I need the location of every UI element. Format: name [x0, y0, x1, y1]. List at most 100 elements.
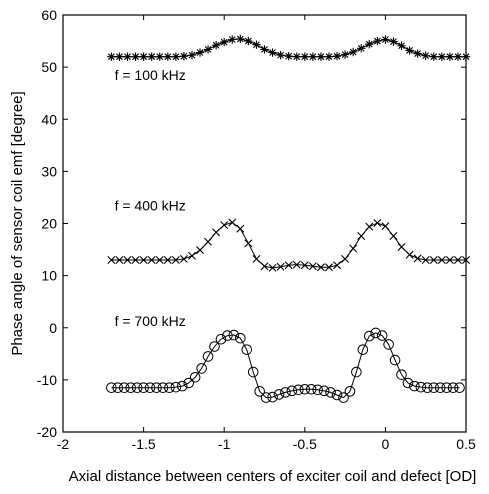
data-point-x	[196, 246, 205, 255]
data-point-circle	[396, 369, 407, 380]
y-tick-label: 0	[49, 320, 57, 336]
frequency-label: f = 400 kHz	[115, 197, 186, 213]
data-point-x	[341, 254, 350, 263]
series-x	[107, 218, 470, 272]
data-point-circle	[118, 382, 130, 393]
data-point-asterisk	[316, 52, 326, 61]
data-point-asterisk	[115, 52, 124, 61]
frequency-label: f = 100 kHz	[115, 67, 186, 83]
data-point-x	[453, 255, 462, 264]
data-point-asterisk	[276, 50, 285, 60]
data-point-asterisk	[405, 46, 414, 55]
data-point-x	[260, 262, 269, 271]
series-layer	[106, 34, 471, 403]
data-point-circle	[209, 341, 220, 352]
data-point-circle	[312, 384, 323, 396]
data-point-asterisk	[437, 52, 447, 61]
data-point-circle	[344, 386, 356, 397]
y-tick-label: -20	[37, 424, 57, 440]
x-tick-label: -1.5	[132, 436, 156, 452]
data-point-asterisk	[421, 51, 430, 60]
data-point-circle	[363, 330, 375, 342]
data-point-x	[139, 255, 148, 264]
y-axis-label: Phase angle of sensor coil emf [degree]	[9, 91, 26, 355]
data-point-circle	[370, 327, 382, 339]
data-point-circle	[222, 330, 233, 341]
data-point-asterisk	[155, 52, 164, 61]
y-tick-label: 60	[41, 7, 57, 23]
data-point-asterisk	[252, 40, 261, 49]
data-point-asterisk	[340, 50, 350, 59]
y-tick-label: 20	[41, 216, 57, 232]
data-point-circle	[428, 382, 440, 393]
data-point-x	[236, 224, 245, 233]
data-point-x	[292, 260, 301, 269]
data-point-asterisk	[348, 47, 358, 57]
data-point-asterisk	[195, 48, 205, 57]
data-point-asterisk	[357, 44, 366, 53]
data-point-circle	[331, 389, 343, 401]
data-point-x	[365, 222, 374, 231]
data-point-asterisk	[389, 37, 398, 46]
data-point-x	[437, 255, 446, 264]
data-point-asterisk	[131, 52, 140, 61]
x-tick-label: -0.5	[293, 436, 317, 452]
data-point-circle	[273, 389, 285, 400]
data-point-asterisk	[284, 51, 293, 61]
data-point-circle	[422, 382, 433, 393]
data-point-asterisk	[413, 49, 422, 58]
data-point-x	[115, 255, 124, 264]
data-point-asterisk	[365, 39, 374, 49]
data-point-circle	[247, 366, 259, 378]
data-point-x	[300, 261, 309, 270]
x-tick-label: -2	[57, 436, 70, 452]
data-point-x	[155, 255, 164, 264]
data-point-circle	[299, 383, 311, 395]
data-point-circle	[447, 382, 459, 393]
data-point-circle	[202, 351, 214, 362]
data-point-asterisk	[397, 41, 406, 50]
data-point-x	[373, 218, 382, 227]
data-point-x	[308, 262, 317, 271]
data-point-circle	[228, 329, 240, 341]
data-point-circle	[357, 344, 369, 355]
data-point-x	[212, 228, 221, 237]
data-point-circle	[454, 382, 465, 393]
data-point-asterisk	[179, 51, 189, 61]
series-circle	[106, 327, 465, 403]
data-point-circle	[305, 383, 317, 395]
data-point-asterisk	[187, 50, 197, 60]
data-point-asterisk	[292, 52, 301, 61]
data-point-circle	[164, 382, 175, 393]
data-point-circle	[112, 382, 124, 393]
data-point-circle	[106, 382, 117, 393]
data-point-asterisk	[373, 36, 382, 46]
x-tick-label: -1	[218, 436, 231, 452]
data-point-x	[421, 255, 430, 264]
data-point-asterisk	[260, 45, 269, 54]
data-point-x	[131, 255, 140, 264]
data-point-asterisk	[123, 52, 132, 61]
data-point-circle	[138, 382, 149, 393]
data-point-circle	[183, 377, 195, 389]
data-point-x	[349, 244, 358, 253]
data-point-circle	[267, 391, 278, 403]
data-point-x	[276, 262, 285, 271]
data-point-circle	[351, 366, 362, 378]
data-point-asterisk	[453, 52, 463, 61]
data-point-circle	[131, 382, 143, 393]
data-point-asterisk	[300, 52, 309, 61]
series-asterisk	[107, 34, 471, 61]
data-point-circle	[415, 381, 427, 393]
series-line	[111, 332, 460, 399]
data-point-circle	[189, 371, 201, 383]
data-point-x	[405, 250, 414, 259]
data-point-asterisk	[244, 36, 253, 46]
y-tick-label: 40	[41, 111, 57, 127]
data-point-asterisk	[381, 35, 390, 44]
data-point-asterisk	[324, 52, 334, 61]
data-point-asterisk	[107, 52, 116, 61]
data-point-circle	[260, 392, 272, 403]
